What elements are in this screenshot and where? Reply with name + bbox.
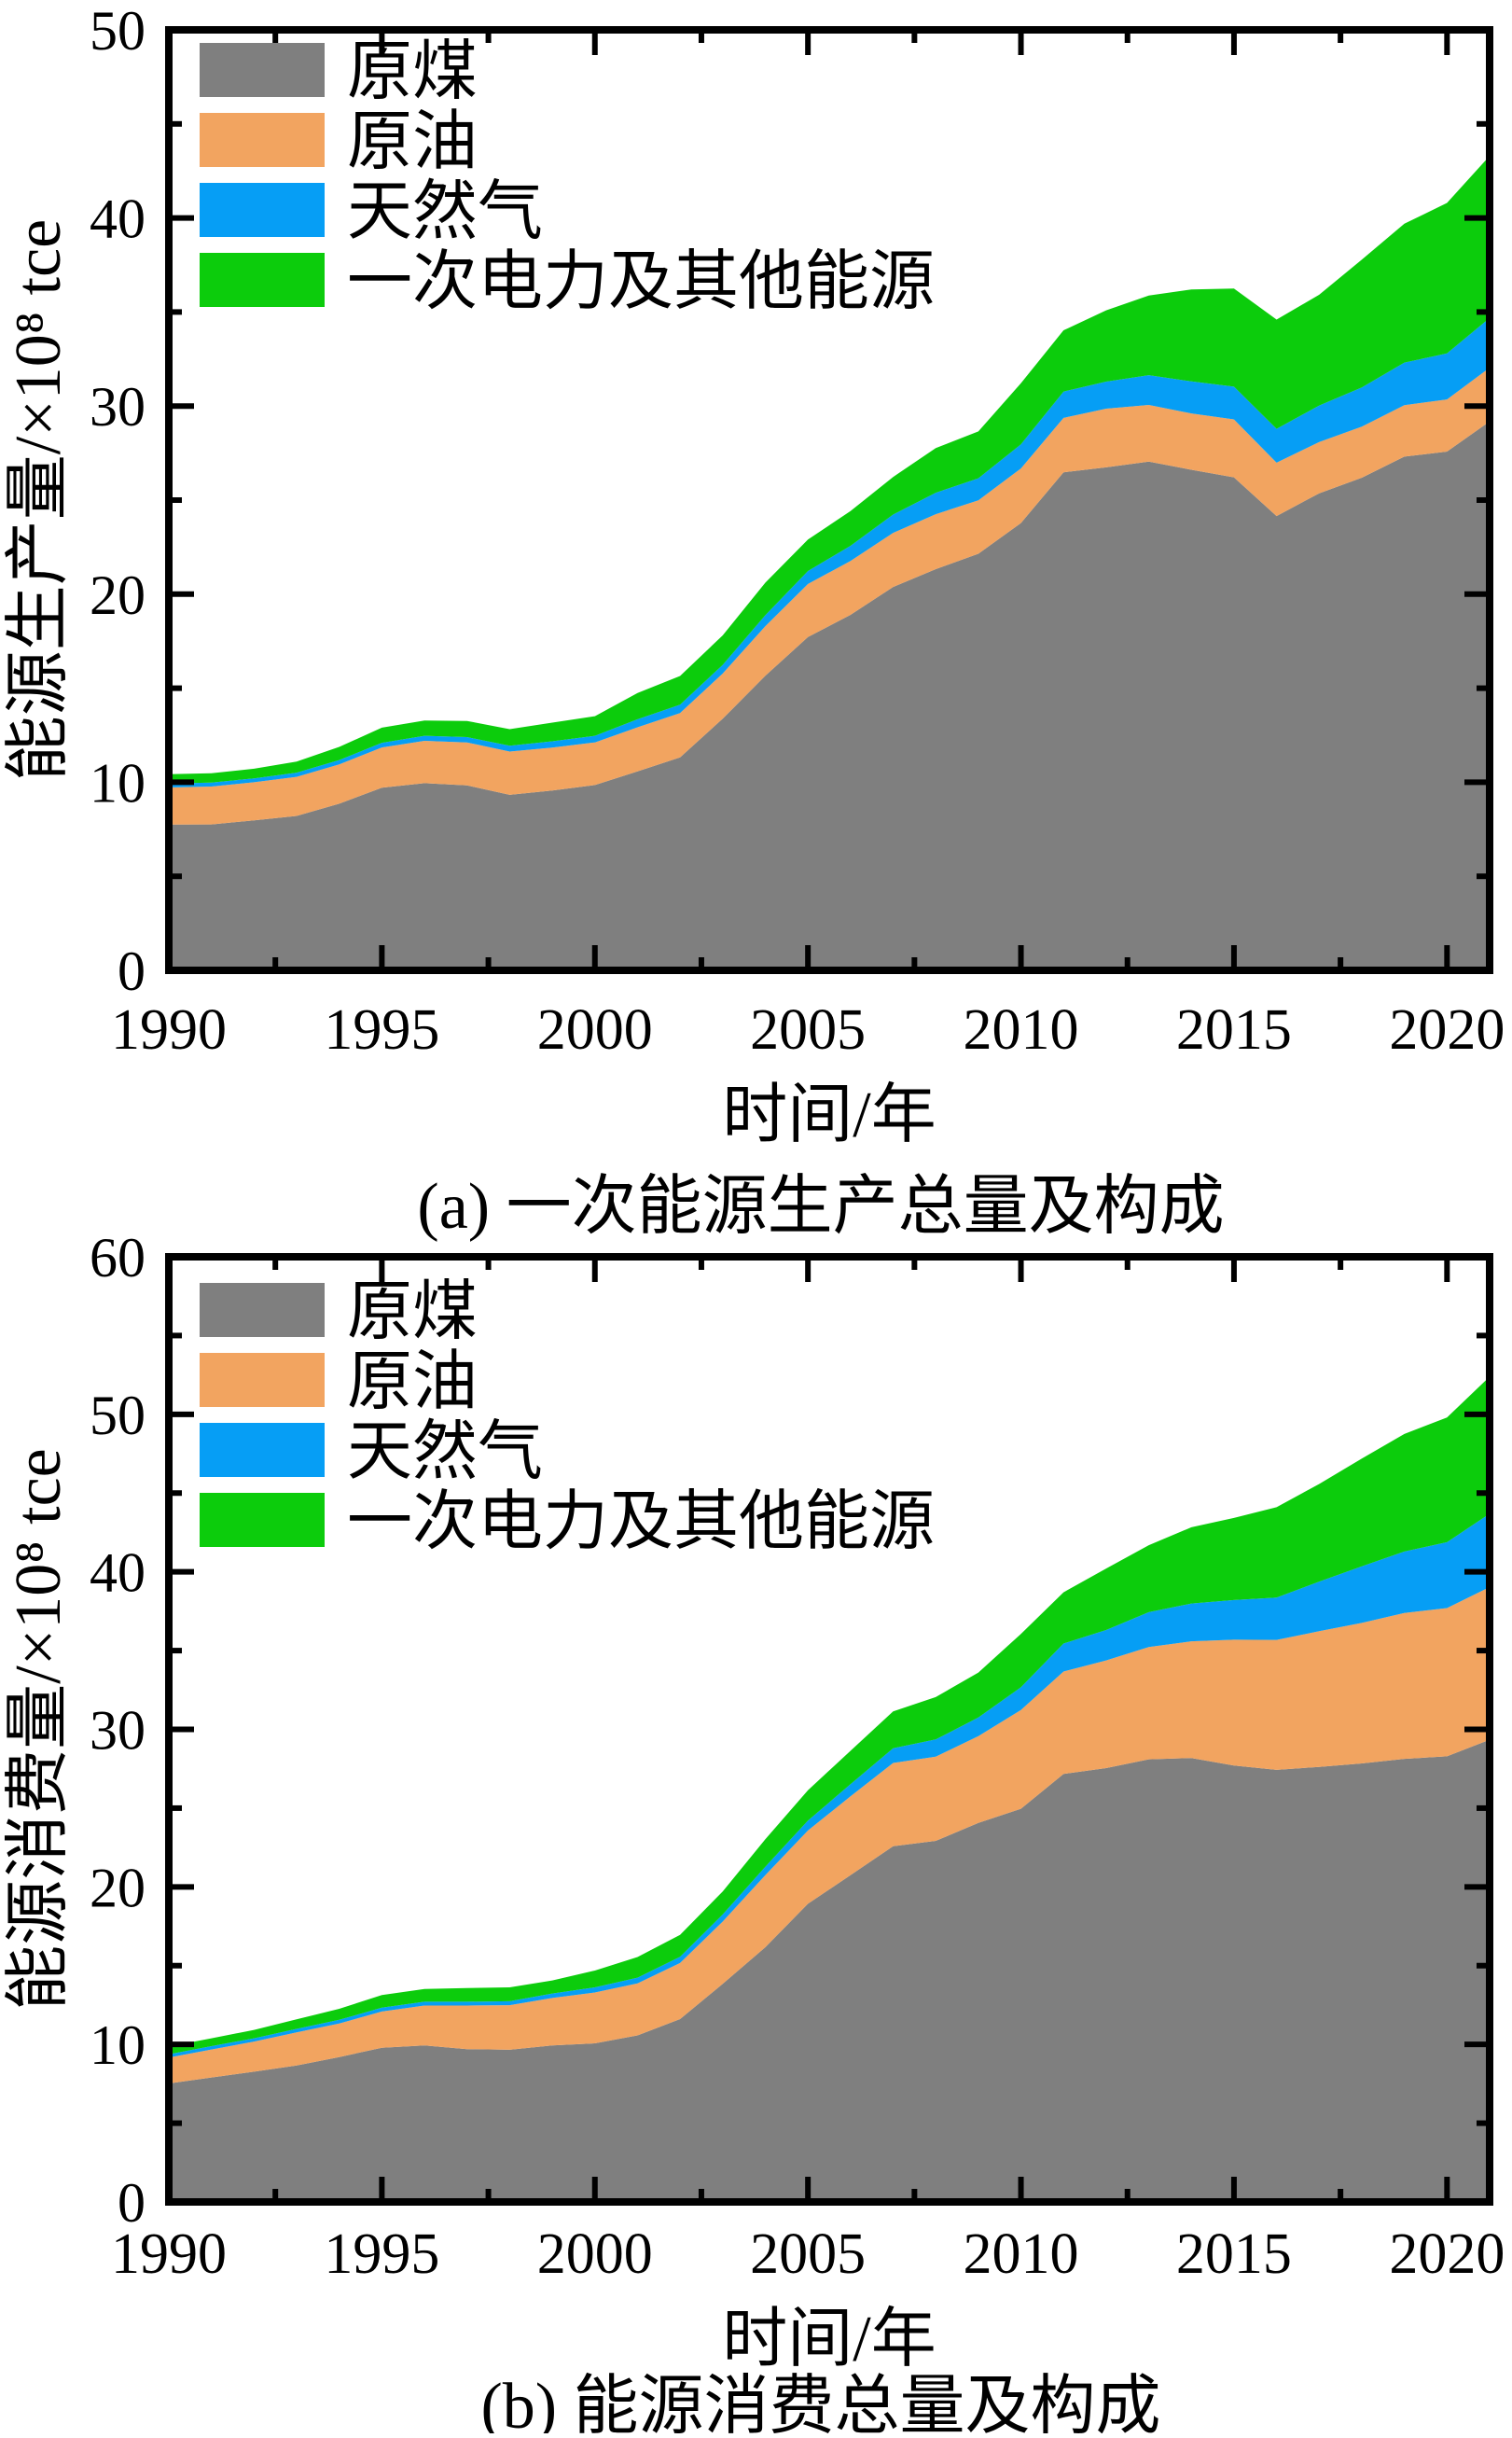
chart-production-caption: (a) 一次能源生产总量及构成 [417, 1171, 1224, 1243]
y-tick-label-50: 50 [90, 1385, 146, 1446]
y-tick-label-60: 60 [90, 1227, 146, 1289]
y-tick-label-30: 30 [90, 1700, 146, 1762]
area-coal [169, 1739, 1490, 2202]
x-tick-label-2005: 2005 [750, 998, 866, 1062]
y-tick-label-20: 20 [90, 564, 146, 626]
x-tick-label-2010: 2010 [964, 998, 1079, 1062]
chart-consumption: 0 10 20 30 40 50 60 1990 1995 2000 2005 2010 2015 20… [3, 1227, 1505, 2438]
area-crude-oil [169, 368, 1490, 825]
chart-consumption-y-axis-title: 能源消费量/×10⁸ tce [3, 1448, 75, 2010]
y-tick-label-50: 50 [90, 0, 146, 62]
x-tick-label-2015: 2015 [1176, 998, 1292, 1062]
chart-production-y-axis-title: 能源生产量/×10⁸ tce [3, 219, 75, 781]
y-tick-label-0: 0 [118, 2172, 146, 2234]
y-tick-label-40: 40 [90, 1542, 146, 1604]
legend-label-crude-oil: 原油 [347, 1346, 478, 1418]
y-tick-label-20: 20 [90, 1857, 146, 1918]
chart-production-areas [169, 156, 1490, 970]
x-tick-label-2015: 2015 [1176, 2222, 1292, 2286]
legend-label-primary-electricity-other: 一次电力及其他能源 [347, 246, 935, 318]
y-tick-label-10: 10 [90, 2014, 146, 2076]
legend-item-natural-gas: 天然气 [200, 1416, 543, 1488]
legend-label-coal: 原煤 [347, 1276, 478, 1348]
legend-swatch-natural-gas [200, 183, 325, 237]
y-tick-label-30: 30 [90, 376, 146, 438]
x-tick-label-2010: 2010 [964, 2222, 1079, 2286]
x-tick-label-2000: 2000 [537, 998, 653, 1062]
chart-consumption-ticks [166, 1254, 1490, 2205]
chart-production-ticks [166, 27, 1490, 973]
x-tick-label-1995: 1995 [324, 2222, 439, 2286]
legend-item-crude-oil: 原油 [200, 1346, 478, 1418]
legend-swatch-natural-gas [200, 1423, 325, 1477]
area-primary-electricity-other [169, 156, 1490, 784]
legend-label-natural-gas: 天然气 [347, 1416, 543, 1488]
chart-production-y-tick-labels: 0 10 20 30 40 50 [90, 0, 146, 1002]
legend-item-crude-oil: 原油 [200, 106, 478, 178]
y-tick-label-10: 10 [90, 752, 146, 814]
legend-swatch-coal [200, 1283, 325, 1337]
chart-consumption-caption: (b) 能源消费总量及构成 [480, 2371, 1160, 2433]
legend-label-primary-electricity-other: 一次电力及其他能源 [347, 1486, 935, 1558]
legend-item-primary-electricity-other: 一次电力及其他能源 [200, 1486, 935, 1558]
chart-production-x-tick-labels: 1990 1995 2000 2005 2010 2015 2020 [111, 998, 1505, 1062]
legend-swatch-crude-oil [200, 1353, 325, 1407]
legend-label-natural-gas: 天然气 [347, 176, 543, 248]
x-tick-label-2000: 2000 [537, 2222, 653, 2286]
legend-item-primary-electricity-other: 一次电力及其他能源 [200, 246, 935, 318]
area-coal [169, 421, 1490, 970]
chart-consumption-x-tick-labels: 1990 1995 2000 2005 2010 2015 2020 [111, 2222, 1505, 2286]
x-tick-label-2020: 2020 [1389, 998, 1505, 1062]
legend-swatch-coal [200, 43, 325, 97]
x-tick-label-1990: 1990 [111, 2222, 227, 2286]
area-crude-oil [169, 1587, 1490, 2083]
legend-swatch-crude-oil [200, 113, 325, 167]
chart-consumption-areas [169, 1376, 1490, 2202]
legend-swatch-primary-electricity-other [200, 1493, 325, 1547]
area-primary-electricity-other [169, 1376, 1490, 2055]
y-tick-label-40: 40 [90, 188, 146, 250]
chart-production: 0 10 20 30 40 50 1990 1995 2000 2005 2010 2015 2020… [3, 0, 1505, 1243]
chart-consumption-x-axis-title: 时间/年 [722, 2304, 936, 2375]
x-tick-label-2020: 2020 [1389, 2222, 1505, 2286]
legend-label-crude-oil: 原油 [347, 106, 478, 178]
y-tick-label-0: 0 [118, 940, 146, 1002]
legend-label-coal: 原煤 [347, 36, 478, 108]
legend-item-coal: 原煤 [200, 1276, 478, 1348]
area-natural-gas [169, 1513, 1490, 2058]
chart-production-x-axis-title: 时间/年 [722, 1080, 936, 1151]
x-tick-label-1995: 1995 [324, 998, 439, 1062]
chart-consumption-y-tick-labels: 0 10 20 30 40 50 60 [90, 1227, 146, 2234]
legend-item-natural-gas: 天然气 [200, 176, 543, 248]
x-tick-label-1990: 1990 [111, 998, 227, 1062]
legend-swatch-primary-electricity-other [200, 253, 325, 307]
x-tick-label-2005: 2005 [750, 2222, 866, 2286]
legend-item-coal: 原煤 [200, 36, 478, 108]
